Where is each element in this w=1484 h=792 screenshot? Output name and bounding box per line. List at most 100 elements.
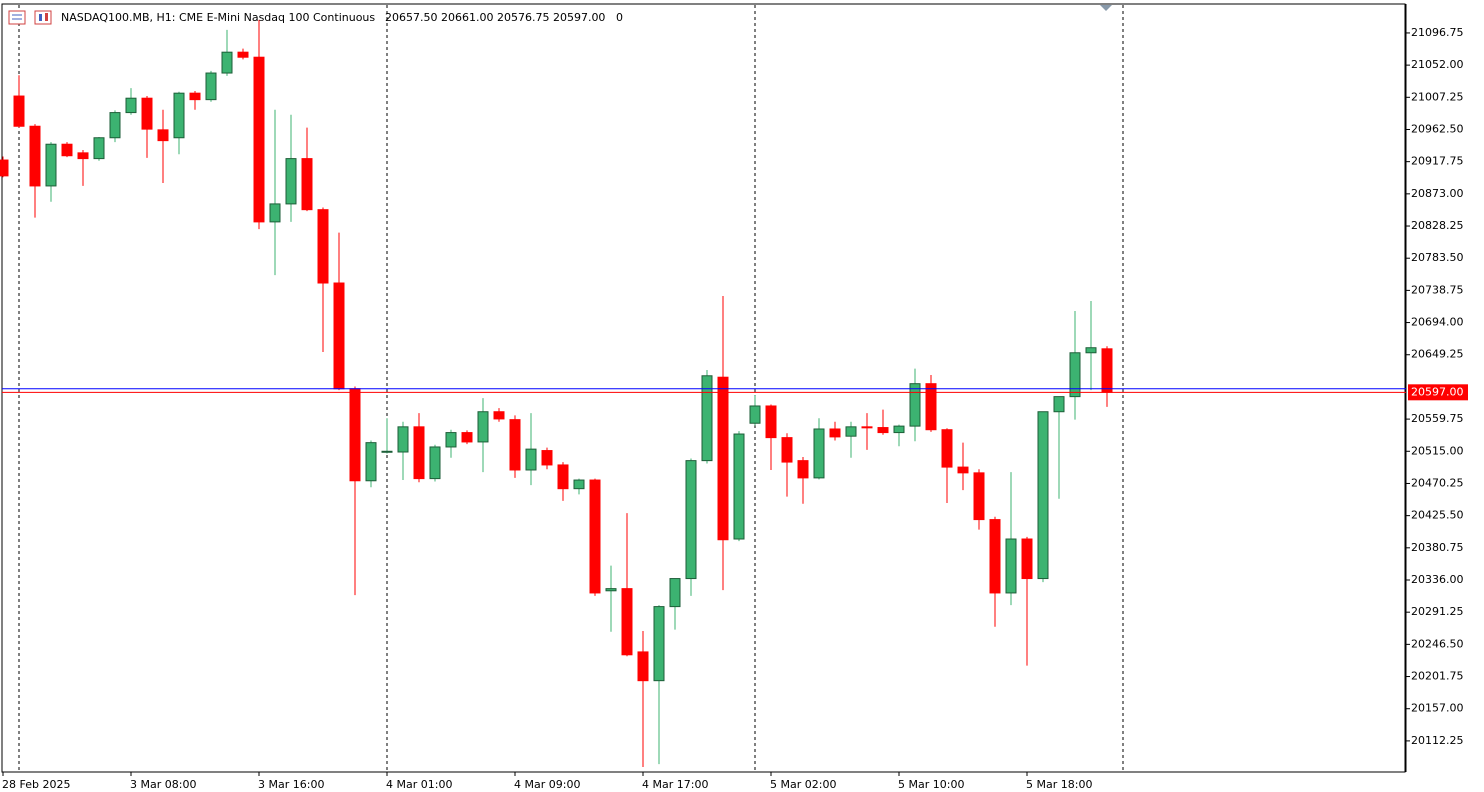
candle-body [637, 651, 649, 682]
y-tick-label: 20694.00 [1411, 316, 1464, 329]
x-tick-label: 3 Mar 16:00 [258, 778, 324, 791]
candle-body [1037, 411, 1049, 580]
candle-body [317, 209, 329, 284]
candle-body [253, 56, 265, 223]
candle-body [1053, 396, 1065, 413]
candle-body [93, 137, 105, 160]
x-tick-label: 4 Mar 09:00 [514, 778, 580, 791]
y-tick-label: 20738.75 [1411, 283, 1464, 296]
candle-body [669, 578, 681, 608]
icon[interactable] [8, 10, 26, 25]
candle-body [1021, 538, 1033, 580]
candle-body [829, 428, 841, 438]
candle-body [701, 375, 713, 462]
toolbar-icons [8, 10, 52, 25]
candle-body [1085, 347, 1097, 354]
price-label-box [1408, 384, 1468, 401]
x-tick-label: 4 Mar 01:00 [386, 778, 452, 791]
candle-body [45, 143, 57, 187]
y-tick-label: 20470.25 [1411, 476, 1464, 489]
candle-body [269, 203, 281, 223]
y-tick-label: 20336.00 [1411, 573, 1464, 586]
candle-body [1005, 538, 1017, 594]
candle-body [893, 425, 905, 434]
candle-body [765, 405, 777, 439]
candle-body [621, 588, 633, 656]
symbol: NASDAQ100.MB, H1: [61, 11, 176, 24]
candle-body [413, 426, 425, 480]
volume-info: 0 [616, 11, 623, 24]
candle-body [525, 448, 537, 471]
candle-body [509, 419, 521, 471]
icon[interactable] [34, 10, 52, 25]
candle-body [941, 429, 953, 468]
x-tick-label: 5 Mar 10:00 [898, 778, 964, 791]
candle-body [749, 405, 761, 424]
candle-body [173, 92, 185, 139]
candle-body [557, 464, 569, 490]
y-tick-label: 20962.50 [1411, 122, 1464, 135]
candle-body [461, 432, 473, 443]
candle-body [285, 158, 297, 205]
candle-body [125, 97, 137, 114]
candle-body [61, 143, 73, 157]
candle-body [205, 72, 217, 101]
candle-body [141, 97, 153, 130]
candle-body [0, 159, 9, 177]
candle-body [333, 282, 345, 390]
candle-body [813, 428, 825, 479]
candle-body [845, 426, 857, 437]
shift-marker[interactable] [1100, 5, 1112, 11]
candle-body [1069, 352, 1081, 398]
candle-body [653, 606, 665, 682]
candle-body [589, 479, 601, 594]
candle-body [541, 450, 553, 466]
y-tick-label: 20201.75 [1411, 670, 1464, 683]
y-tick-label: 21052.00 [1411, 58, 1464, 71]
candle-body [717, 376, 729, 541]
description: CME E-Mini Nasdaq 100 Continuous [179, 11, 375, 24]
candle-body [109, 112, 121, 139]
x-tick-label: 5 Mar 18:00 [1026, 778, 1092, 791]
candle-body [925, 383, 937, 431]
candle-body [989, 519, 1001, 594]
x-tick-label: 28 Feb 2025 [2, 778, 70, 791]
candle-body [349, 388, 361, 482]
candle-body [157, 129, 169, 142]
candle-body [365, 442, 377, 482]
y-tick-label: 20380.75 [1411, 541, 1464, 554]
y-tick-label: 21007.25 [1411, 90, 1464, 103]
candle-body [429, 446, 441, 480]
candle-body [237, 51, 249, 58]
candle-body [77, 152, 89, 160]
candle-body [733, 433, 745, 540]
y-tick-label: 20559.75 [1411, 412, 1464, 425]
candle-body [493, 411, 505, 420]
candle-body [13, 95, 25, 127]
y-tick-label: 20425.50 [1411, 509, 1464, 522]
y-tick-label: 20873.00 [1411, 187, 1464, 200]
candle-body [221, 51, 233, 74]
y-tick-label: 20828.25 [1411, 219, 1464, 232]
candle-body [301, 158, 313, 211]
ohlc-info: 20657.50 20661.00 20576.75 20597.00 [385, 11, 605, 24]
price-label: 20597.00 [1411, 385, 1464, 398]
y-tick-label: 20649.25 [1411, 348, 1464, 361]
y-tick-label: 20515.00 [1411, 444, 1464, 457]
candle-body [605, 588, 617, 592]
candle-body [781, 437, 793, 463]
y-tick-label: 20291.25 [1411, 605, 1464, 618]
candle-body [397, 426, 409, 453]
candle-body [189, 92, 201, 101]
candle-body [861, 426, 873, 429]
x-tick-label: 4 Mar 17:00 [642, 778, 708, 791]
candle-body [381, 450, 393, 453]
candle-body [909, 383, 921, 427]
candle-body [685, 460, 697, 580]
candle-body [573, 479, 585, 490]
candle-body [957, 466, 969, 474]
candle-body [877, 427, 889, 434]
icon-bar [45, 13, 48, 21]
y-tick-label: 20157.00 [1411, 702, 1464, 715]
